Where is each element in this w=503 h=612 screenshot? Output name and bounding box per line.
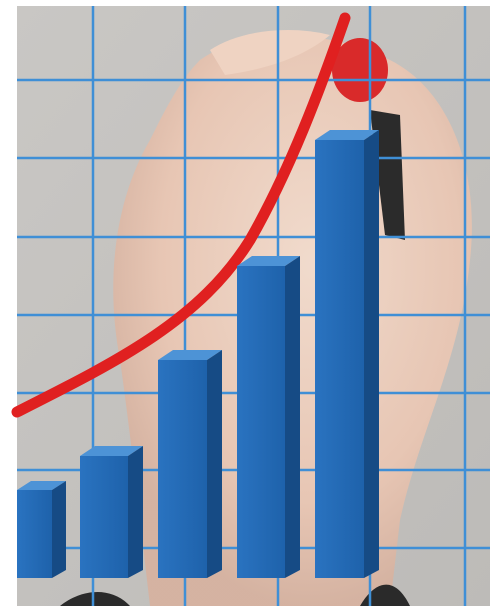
bar — [315, 130, 379, 578]
bar — [17, 481, 66, 578]
bar — [237, 256, 300, 578]
trend-curve — [11, 12, 351, 418]
bar — [80, 446, 143, 578]
bars — [17, 130, 379, 578]
marker-cap — [332, 38, 388, 102]
bar — [158, 350, 222, 578]
